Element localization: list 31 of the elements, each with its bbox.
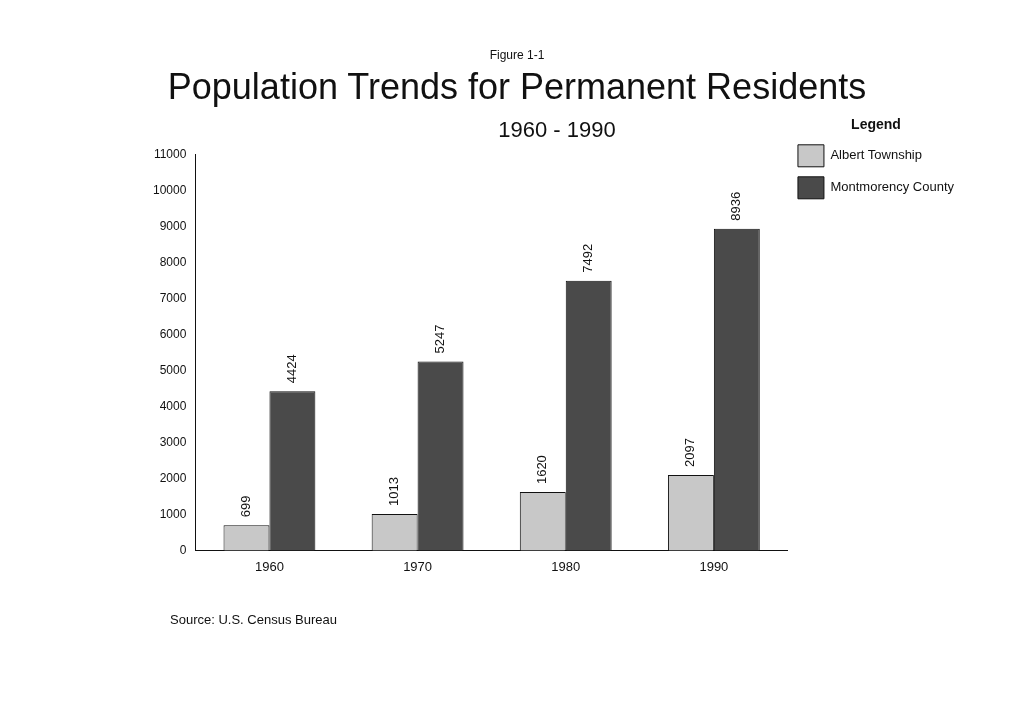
data-label: 7492 (580, 243, 596, 273)
x-tick-label: 1990 (699, 558, 729, 574)
y-tick-label: 5000 (159, 362, 187, 377)
chart-subtitle: 1960 - 1990 (498, 117, 616, 143)
y-tick-label: 6000 (159, 326, 187, 341)
y-tick-label: 9000 (159, 218, 187, 233)
x-tick-label: 1960 (254, 558, 284, 574)
y-tick-label: 1000 (159, 506, 187, 521)
y-tick-label: 10000 (152, 182, 187, 197)
chart-title: Population Trends for Permanent Residents (166, 66, 868, 108)
data-label: 1620 (534, 455, 550, 485)
legend-label: Albert Township (830, 147, 922, 163)
data-label: 1013 (386, 477, 402, 506)
data-label: 5247 (432, 324, 448, 354)
caption: Figure 1-1 (488, 48, 546, 62)
y-tick-label: 3000 (159, 434, 187, 449)
data-label: 2097 (682, 437, 698, 467)
data-label: 8936 (728, 191, 744, 221)
data-label: 699 (238, 495, 254, 518)
y-tick-label: 11000 (153, 146, 187, 161)
y-tick-label: 7000 (159, 290, 187, 305)
x-tick-label: 1970 (403, 558, 433, 574)
y-tick-label: 8000 (159, 254, 187, 269)
legend-title: Legend (851, 115, 901, 132)
y-tick-label: 2000 (159, 470, 187, 485)
x-tick-label: 1980 (551, 558, 581, 574)
y-tick-label: 0 (179, 542, 187, 557)
source-note: Source: U.S. Census Bureau (170, 612, 337, 627)
data-label: 4424 (283, 354, 299, 384)
legend-label: Montmorency County (830, 179, 955, 195)
y-tick-label: 4000 (159, 398, 187, 413)
